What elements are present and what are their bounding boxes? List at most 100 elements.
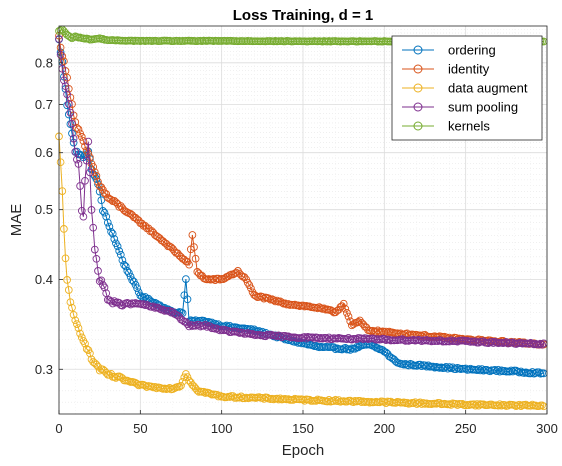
data-point <box>79 137 88 145</box>
legend-marker <box>413 64 423 74</box>
legend-item: data augment <box>402 81 528 96</box>
data-point <box>79 212 88 221</box>
data-point <box>76 182 84 190</box>
data-point <box>60 76 68 85</box>
data-point <box>77 206 86 215</box>
data-point <box>125 269 133 277</box>
data-point <box>118 256 127 265</box>
data-point <box>182 275 190 283</box>
data-point <box>92 360 101 369</box>
legend-item: sum pooling <box>402 100 518 115</box>
data-point <box>71 316 80 325</box>
legend-item: kernels <box>402 119 490 134</box>
data-point <box>247 284 255 293</box>
x-tick-label: 50 <box>133 421 147 436</box>
data-point <box>82 156 91 165</box>
legend-marker <box>413 102 423 112</box>
y-tick-label: 0.6 <box>35 145 53 160</box>
y-axis-label: MAE <box>8 204 25 237</box>
data-point <box>538 340 546 349</box>
legend-item: ordering <box>402 43 496 58</box>
y-tick-label: 0.4 <box>35 272 53 287</box>
data-point <box>73 123 81 132</box>
data-point <box>56 158 65 167</box>
data-point <box>232 268 241 277</box>
legend-marker <box>413 121 423 131</box>
data-point <box>110 297 119 305</box>
data-point <box>74 125 83 134</box>
data-point <box>183 295 192 304</box>
data-point <box>123 267 132 275</box>
series-data-augment <box>55 132 548 411</box>
data-point <box>339 299 348 308</box>
data-point <box>185 260 193 269</box>
data-point <box>113 242 122 251</box>
data-point <box>105 222 114 231</box>
data-point <box>191 254 200 263</box>
data-point <box>90 168 99 176</box>
data-point <box>95 366 104 375</box>
data-point <box>63 276 71 284</box>
data-point <box>77 133 86 141</box>
x-tick-label: 100 <box>211 421 233 436</box>
legend-marker <box>413 83 423 93</box>
data-point <box>373 344 382 352</box>
data-point <box>133 284 141 293</box>
chart-title: Loss Training, d = 1 <box>233 7 373 24</box>
x-tick-label: 150 <box>292 421 314 436</box>
data-point <box>354 318 363 326</box>
data-point <box>86 168 94 177</box>
data-point <box>121 262 130 271</box>
x-tick-label: 0 <box>55 421 62 436</box>
data-point <box>56 50 65 59</box>
y-tick-label: 0.8 <box>35 55 53 70</box>
data-point <box>90 245 99 254</box>
data-point <box>66 298 75 307</box>
data-point <box>110 235 119 243</box>
data-point <box>201 320 210 329</box>
data-point <box>100 283 109 292</box>
data-point <box>343 309 351 317</box>
legend-label: sum pooling <box>448 100 518 115</box>
data-point <box>341 304 350 313</box>
y-tick-label: 0.7 <box>35 97 53 112</box>
data-point <box>108 229 117 238</box>
data-point <box>139 300 148 308</box>
data-point <box>71 147 80 156</box>
data-point <box>100 208 109 217</box>
data-point <box>89 223 98 232</box>
data-point <box>68 303 76 312</box>
data-point <box>535 368 543 377</box>
data-point <box>76 329 84 338</box>
axes: 0.3 0.4 0.5 0.6 0.7 0.8 0 50 100 150 200 250 300 <box>35 55 558 436</box>
x-tick-label: 300 <box>536 421 558 436</box>
data-point <box>77 333 86 342</box>
data-point <box>115 247 124 255</box>
data-point <box>64 100 73 108</box>
data-point <box>64 286 73 294</box>
data-point <box>103 218 112 227</box>
data-point <box>240 273 249 281</box>
data-point <box>63 101 71 110</box>
data-point <box>107 195 115 204</box>
data-point <box>68 129 76 138</box>
data-point <box>61 254 70 263</box>
data-point <box>60 225 68 233</box>
data-point <box>87 206 96 214</box>
data-point <box>97 196 106 205</box>
data-point <box>264 294 273 303</box>
data-point <box>188 231 197 239</box>
data-point <box>73 320 81 328</box>
data-point <box>97 276 106 285</box>
legend-marker <box>413 45 423 55</box>
series-group <box>55 25 548 411</box>
data-point <box>107 227 115 236</box>
data-point <box>149 302 158 311</box>
data-point <box>92 254 101 263</box>
data-point <box>84 137 93 146</box>
data-point <box>99 281 107 289</box>
data-point <box>81 176 89 185</box>
data-point <box>63 90 71 99</box>
legend-item: identity <box>402 62 490 77</box>
